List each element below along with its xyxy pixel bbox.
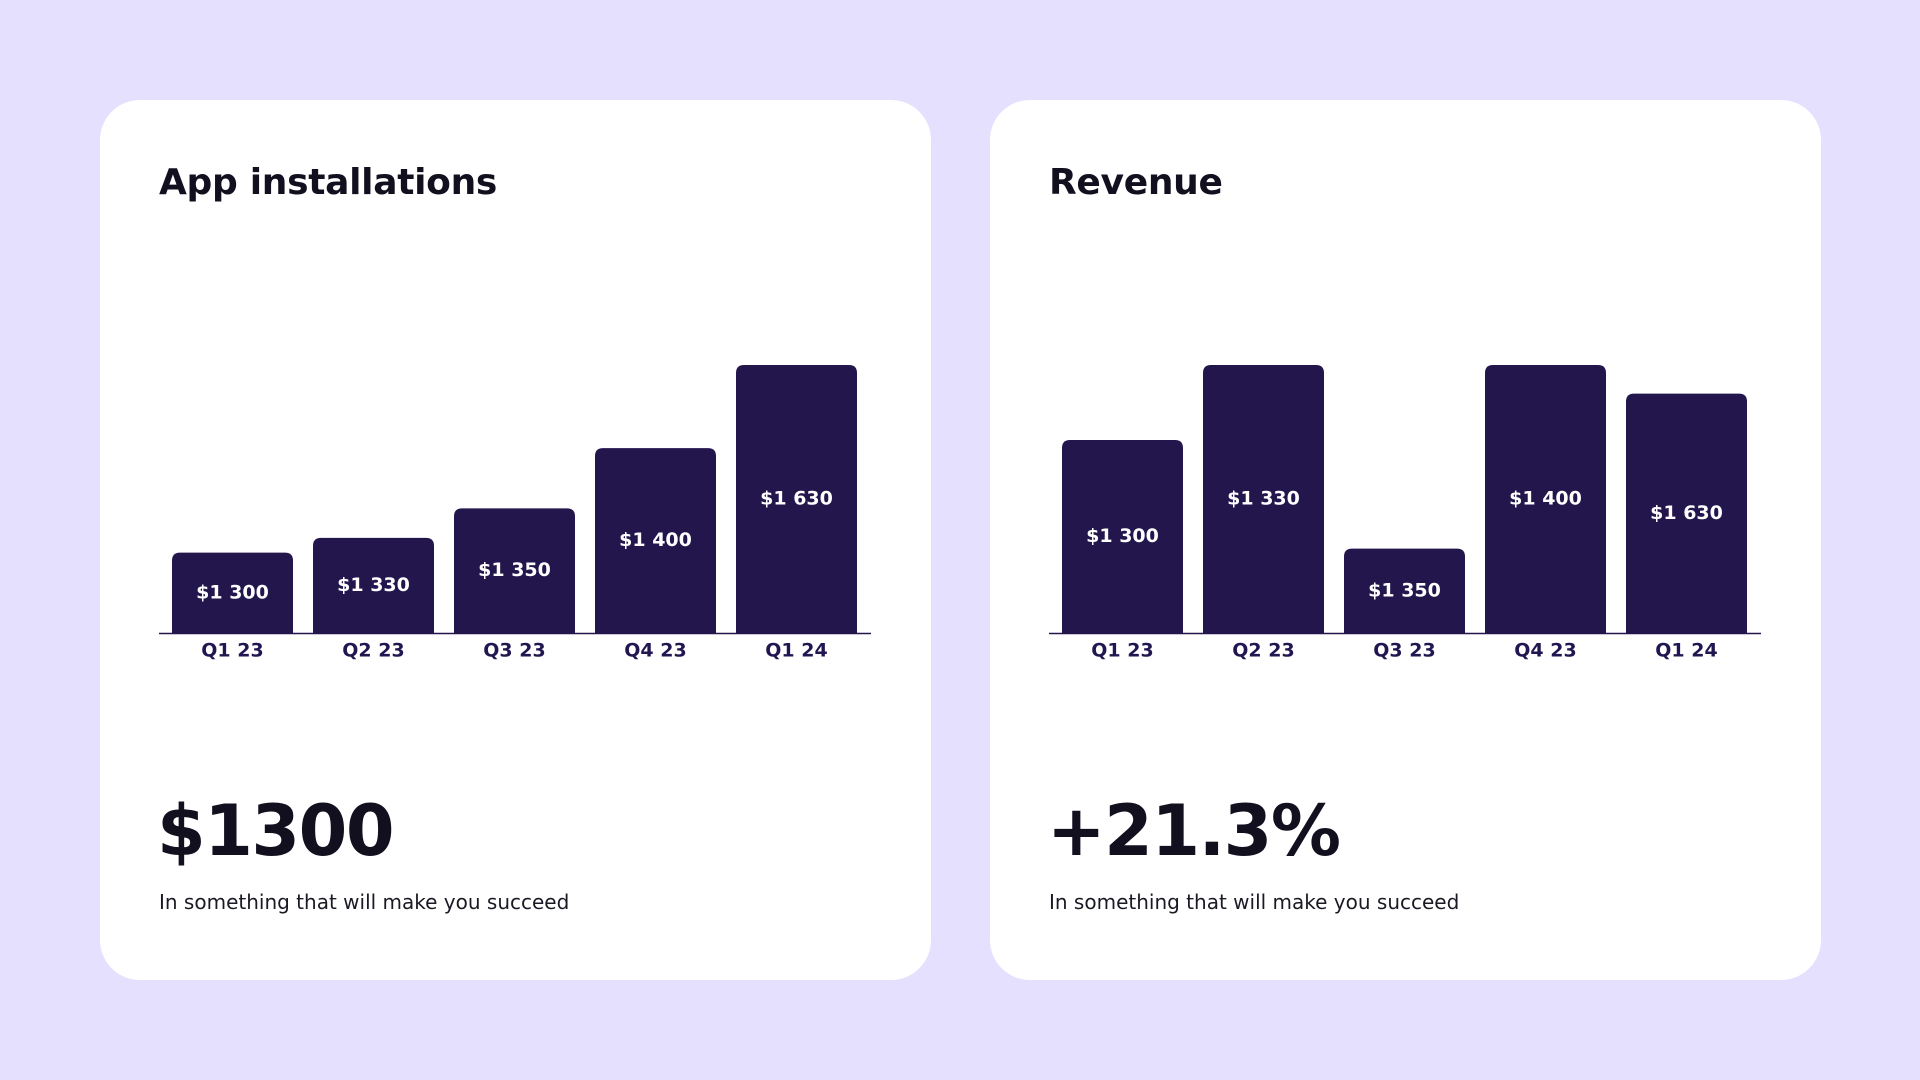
bar-q2-23 — [313, 537, 434, 633]
x-tick-label: Q1 23 — [201, 640, 263, 662]
bar-value-label: $1 300 — [196, 581, 269, 603]
bar-q3-23 — [454, 508, 575, 633]
x-tick-label: Q4 23 — [624, 640, 686, 662]
x-tick-label: Q1 24 — [765, 640, 827, 662]
bar-value-label: $1 630 — [760, 488, 833, 510]
bar-value-label: $1 400 — [619, 529, 692, 551]
bar-value-label: $1 330 — [337, 574, 410, 596]
card-title: App installations — [159, 162, 498, 203]
metric-value: +21.3% — [1047, 790, 1341, 872]
bar-q1-23 — [1062, 440, 1183, 633]
app-installations-chart: $1 300 Q1 23 $1 330 Q2 23 $1 350 Q3 23 $1 400 Q… — [159, 250, 871, 680]
x-tick-label: Q1 23 — [1091, 640, 1153, 662]
x-tick-label: Q2 23 — [1232, 640, 1294, 662]
bar-value-label: $1 300 — [1086, 525, 1159, 547]
bar-value-label: $1 350 — [1368, 579, 1441, 601]
bar-q1-24 — [736, 365, 857, 633]
bar-q1-24 — [1626, 393, 1747, 633]
bar-q3-23 — [1344, 548, 1465, 633]
metric-value: $1300 — [157, 790, 395, 872]
x-tick-label: Q4 23 — [1514, 640, 1576, 662]
revenue-card: Revenue $1 300 Q1 23 $1 330 Q2 23 $1 350 Q3 2… — [990, 100, 1821, 980]
bar-q1-23 — [172, 552, 293, 633]
bar-value-label: $1 330 — [1227, 488, 1300, 510]
bar-value-label: $1 400 — [1509, 488, 1582, 510]
app-installations-card: App installations $1 300 Q1 23 $1 330 Q2 23… — [100, 100, 931, 980]
bar-q4-23 — [1485, 365, 1606, 633]
bar-chart-svg: $1 300 Q1 23 $1 330 Q2 23 $1 350 Q3 23 $1 400 Q… — [159, 365, 871, 662]
metric-subtitle: In something that will make you succeed — [159, 890, 570, 914]
x-tick-label: Q3 23 — [1373, 640, 1435, 662]
x-tick-label: Q3 23 — [483, 640, 545, 662]
bar-q2-23 — [1203, 365, 1324, 633]
x-tick-label: Q1 24 — [1655, 640, 1717, 662]
x-tick-label: Q2 23 — [342, 640, 404, 662]
bar-value-label: $1 350 — [478, 559, 551, 581]
revenue-chart: $1 300 Q1 23 $1 330 Q2 23 $1 350 Q3 23 $1 400 Q… — [1049, 250, 1761, 680]
bar-q4-23 — [595, 448, 716, 633]
metric-subtitle: In something that will make you succeed — [1049, 890, 1460, 914]
card-title: Revenue — [1049, 162, 1223, 203]
bar-value-label: $1 630 — [1650, 502, 1723, 524]
bar-chart-svg: $1 300 Q1 23 $1 330 Q2 23 $1 350 Q3 23 $1 400 Q… — [1049, 365, 1761, 662]
